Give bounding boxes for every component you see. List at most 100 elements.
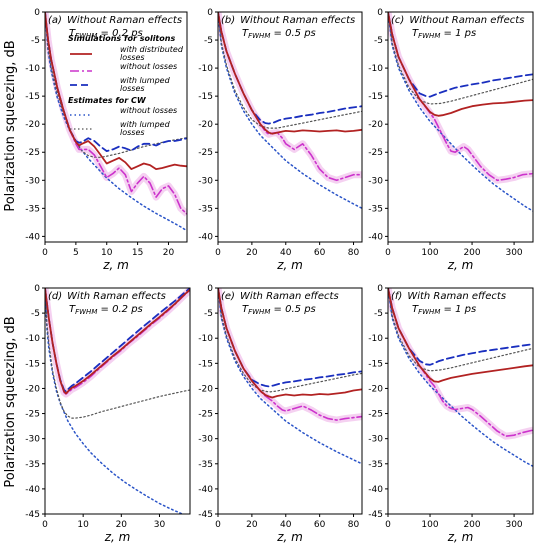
legend-label-distributed-2: losses <box>120 53 145 62</box>
legend-label-cw-lumped: with lumped <box>120 120 171 129</box>
x-axis-label: z, m <box>447 258 474 272</box>
y-tick-label: -20 <box>25 120 40 130</box>
y-tick-label: -35 <box>25 204 40 214</box>
panel-pulse-width: TFWHM = 1 ps <box>412 28 476 40</box>
y-tick-label: 0 <box>377 8 383 18</box>
panel-b: 0 20 40 60 80 0 -5 -10 -15 -20 -25 -30 -35 -40 z, m (b)… <box>198 8 363 272</box>
y-tick-label: -5 <box>31 309 40 319</box>
x-tick-label: 20 <box>246 248 258 258</box>
y-tick-label: -35 <box>25 460 40 470</box>
panel-title: (b) Without Raman effects <box>221 15 355 26</box>
legend-label-lumped: with lumped <box>120 76 171 85</box>
series-line-cw-without <box>218 12 362 210</box>
y-tick-label: -10 <box>198 64 213 74</box>
y-tick-label: -40 <box>368 485 383 495</box>
x-tick-label: 20 <box>246 520 258 530</box>
y-tick-label: -25 <box>368 148 383 158</box>
panel-d: 0 10 20 30 0 -5 -10 -15 -20 -25 -30 -35 -40 -45 z, m (d… <box>25 284 191 544</box>
series-line-distributed <box>218 288 362 399</box>
y-tick-label: -45 <box>368 510 383 520</box>
series-line-cw-without <box>388 288 533 468</box>
pulse-subscript: FWHM <box>75 308 97 316</box>
x-tick-label: 15 <box>132 248 143 258</box>
x-axis-label: z, m <box>447 530 474 544</box>
plot-frame <box>44 287 191 515</box>
panel-title-text: Without Raman effects <box>409 15 524 26</box>
series-line-lumped <box>388 288 533 366</box>
panel-title-text: With Raman effects <box>407 291 506 302</box>
panel-f: 0 100 200 300 0 -5 -10 -15 -20 -25 -30 -35 -40 -45 z, … <box>368 284 534 544</box>
panel-label: (c) <box>391 15 404 26</box>
legend-label-cw-lumped-2: losses <box>120 128 145 137</box>
x-tick-label: 0 <box>42 248 48 258</box>
plot-frame <box>387 11 534 243</box>
panel-title: (f) With Raman effects <box>391 291 506 302</box>
y-tick-label: -30 <box>198 435 213 445</box>
series-line-cw-without <box>45 12 187 232</box>
pulse-subscript: FWHM <box>248 308 270 316</box>
x-tick-label: 0 <box>215 520 221 530</box>
series-line-cw-lumped <box>218 288 362 393</box>
panel-c: 0 100 200 300 0 -5 -10 -15 -20 -25 -30 -35 -40 z, m (c… <box>368 8 534 272</box>
x-tick-label: 60 <box>314 248 326 258</box>
plot-frame <box>44 11 188 243</box>
x-tick-label: 0 <box>385 520 391 530</box>
y-tick-label: -25 <box>368 410 383 420</box>
y-tick-label: -15 <box>25 359 40 369</box>
pulse-value: = 1 ps <box>440 28 476 39</box>
pulse-subscript: FWHM <box>248 32 270 40</box>
series-line-cw-without <box>218 288 362 465</box>
y-tick-label: -25 <box>25 148 40 158</box>
y-tick-label: -5 <box>374 309 383 319</box>
y-tick-label: -30 <box>25 176 40 186</box>
y-tick-label: -40 <box>198 232 213 242</box>
plot-frame <box>217 287 363 515</box>
y-axis-label-bottom: Polarization squeezing, dB <box>3 316 18 487</box>
pulse-symbol: T <box>69 28 76 39</box>
y-tick-label: -15 <box>25 92 40 102</box>
series-line-distributed <box>218 12 362 135</box>
x-axis-label: z, m <box>276 258 303 272</box>
x-tick-label: 20 <box>116 520 128 530</box>
x-tick-label: 80 <box>348 248 360 258</box>
pulse-subscript: FWHM <box>418 32 440 40</box>
y-tick-label: -25 <box>25 410 40 420</box>
y-tick-label: -40 <box>368 232 383 242</box>
y-tick-label: -15 <box>368 92 383 102</box>
pulse-value: = 0.2 ps <box>97 28 142 39</box>
y-tick-label: 0 <box>34 284 40 294</box>
panel-label: (f) <box>391 291 402 302</box>
panel-label: (d) <box>48 291 62 302</box>
panel-pulse-width: TFWHM = 0.2 ps <box>69 28 143 40</box>
x-tick-label: 0 <box>215 248 221 258</box>
y-axis-label-top: Polarization squeezing, dB <box>3 40 18 211</box>
pulse-value: = 1 ps <box>440 304 476 315</box>
plot-frame <box>387 287 534 515</box>
x-tick-label: 300 <box>505 520 522 530</box>
x-tick-label: 20 <box>163 248 175 258</box>
y-tick-label: 0 <box>34 8 40 18</box>
y-tick-label: -10 <box>198 334 213 344</box>
series-line-distributed <box>45 12 187 171</box>
y-tick-label: -40 <box>198 485 213 495</box>
panel-title: (e) With Raman effects <box>221 291 339 302</box>
y-tick-label: -35 <box>368 460 383 470</box>
panel-a: 0 5 10 15 20 0 -5 -10 -15 -20 -25 -30 -35 -40 z, m (a) W… <box>25 8 188 272</box>
legend-label-distributed: with distributed <box>120 45 184 54</box>
y-tick-label: -30 <box>198 176 213 186</box>
legend-label-without-losses: without losses <box>120 62 177 71</box>
y-tick-label: -10 <box>368 334 383 344</box>
panel-pulse-width: TFWHM = 0.5 ps <box>242 304 316 316</box>
y-tick-label: 0 <box>207 8 213 18</box>
series-line-cw-lumped <box>388 288 533 372</box>
panel-label: (a) <box>48 15 62 26</box>
pulse-value: = 0.5 ps <box>270 28 315 39</box>
x-tick-label: 100 <box>421 520 438 530</box>
y-tick-label: -30 <box>368 435 383 445</box>
y-tick-label: -20 <box>368 384 383 394</box>
panel-title: (c) Without Raman effects <box>391 15 524 26</box>
series-line-distributed <box>45 288 190 395</box>
y-tick-label: -15 <box>198 359 213 369</box>
x-tick-label: 300 <box>505 248 522 258</box>
x-axis-label: z, m <box>276 530 303 544</box>
